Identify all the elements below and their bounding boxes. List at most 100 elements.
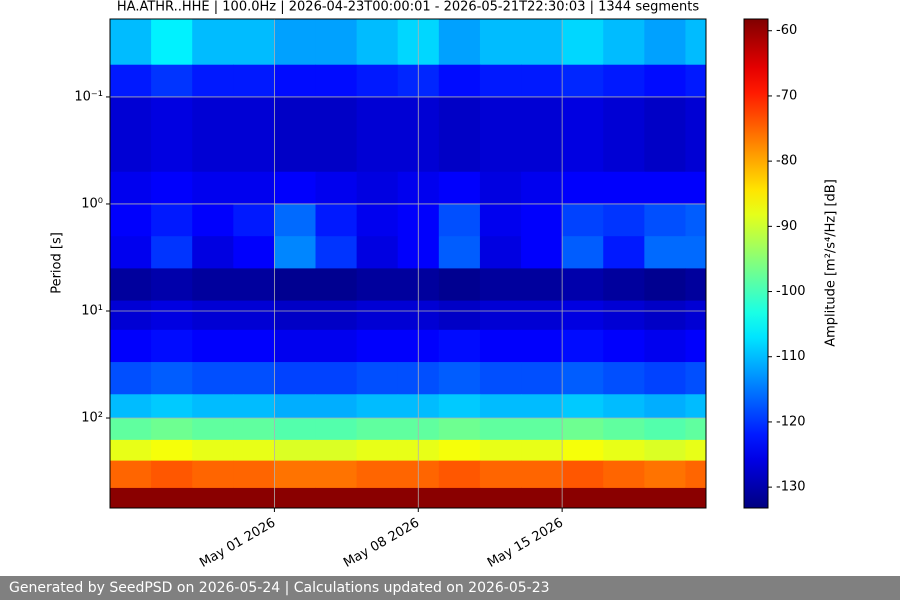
cell xyxy=(356,487,399,509)
cell xyxy=(110,236,152,269)
cell xyxy=(479,300,522,331)
cell xyxy=(644,19,686,66)
cell xyxy=(521,64,563,98)
cell xyxy=(685,300,707,331)
cell xyxy=(233,418,275,441)
cell xyxy=(521,487,563,509)
cell xyxy=(644,64,686,98)
cell xyxy=(233,268,275,302)
cell xyxy=(685,487,707,509)
cell xyxy=(479,394,522,419)
y-tick-label: 10⁻¹ xyxy=(74,89,103,104)
y-tick-label: 10⁰ xyxy=(81,196,103,211)
cell xyxy=(603,203,645,237)
cell xyxy=(603,394,645,419)
cell xyxy=(685,439,707,462)
cell xyxy=(274,171,317,205)
cell xyxy=(356,171,399,205)
cell xyxy=(644,362,686,395)
cell xyxy=(603,236,645,269)
cell xyxy=(562,300,604,331)
cell xyxy=(151,96,193,173)
cell xyxy=(233,460,275,489)
cell xyxy=(685,329,707,363)
cell xyxy=(315,171,358,205)
cell xyxy=(685,268,707,302)
cell xyxy=(438,362,481,395)
cell xyxy=(438,394,481,419)
cell xyxy=(479,439,522,462)
cell xyxy=(110,362,152,395)
cell xyxy=(562,236,604,269)
cell xyxy=(274,362,317,395)
cell xyxy=(644,300,686,331)
cell xyxy=(562,203,604,237)
cell xyxy=(192,64,234,98)
cell xyxy=(438,329,481,363)
cell xyxy=(110,268,152,302)
cell xyxy=(356,394,399,419)
heatmap xyxy=(110,19,707,509)
cell xyxy=(151,487,193,509)
cell xyxy=(562,460,604,489)
cell xyxy=(151,171,193,205)
cell xyxy=(233,362,275,395)
cell xyxy=(562,268,604,302)
cell xyxy=(438,203,481,237)
cell xyxy=(110,203,152,237)
cell xyxy=(192,171,234,205)
x-tick-label: May 01 2026 xyxy=(197,516,278,571)
cell xyxy=(110,64,152,98)
cell xyxy=(521,418,563,441)
cell xyxy=(315,203,358,237)
cell xyxy=(315,300,358,331)
cell xyxy=(356,460,399,489)
cell xyxy=(151,64,193,98)
cell xyxy=(521,203,563,237)
cell xyxy=(521,362,563,395)
cell xyxy=(438,64,481,98)
colorbar-tick-label: -110 xyxy=(776,349,806,364)
cell xyxy=(233,300,275,331)
cell xyxy=(192,300,234,331)
cell xyxy=(233,171,275,205)
cell xyxy=(685,171,707,205)
cell xyxy=(315,394,358,419)
cell xyxy=(562,394,604,419)
cell xyxy=(315,268,358,302)
cell xyxy=(479,362,522,395)
cell xyxy=(192,268,234,302)
colorbar-tick-label: -70 xyxy=(776,88,797,103)
cell xyxy=(603,19,645,66)
cell xyxy=(521,96,563,173)
cell xyxy=(356,268,399,302)
cell xyxy=(438,487,481,509)
cell xyxy=(438,96,481,173)
cell xyxy=(644,439,686,462)
cell xyxy=(192,203,234,237)
y-tick-label: 10² xyxy=(81,411,103,426)
cell xyxy=(644,329,686,363)
cell xyxy=(438,19,481,66)
cell xyxy=(356,439,399,462)
cell xyxy=(315,236,358,269)
cell xyxy=(233,487,275,509)
cell xyxy=(562,19,604,66)
cell xyxy=(192,362,234,395)
cell xyxy=(521,300,563,331)
cell xyxy=(151,460,193,489)
cell xyxy=(192,96,234,173)
cell xyxy=(562,362,604,395)
cell xyxy=(274,64,317,98)
cell xyxy=(274,203,317,237)
cell xyxy=(233,19,275,66)
cell xyxy=(479,96,522,173)
cell xyxy=(233,96,275,173)
colorbar-tick-label: -80 xyxy=(776,154,797,169)
colorbar-tick-label: -90 xyxy=(776,219,797,234)
cell xyxy=(356,19,399,66)
cell xyxy=(356,418,399,441)
cell xyxy=(274,394,317,419)
cell xyxy=(110,171,152,205)
cell xyxy=(603,64,645,98)
